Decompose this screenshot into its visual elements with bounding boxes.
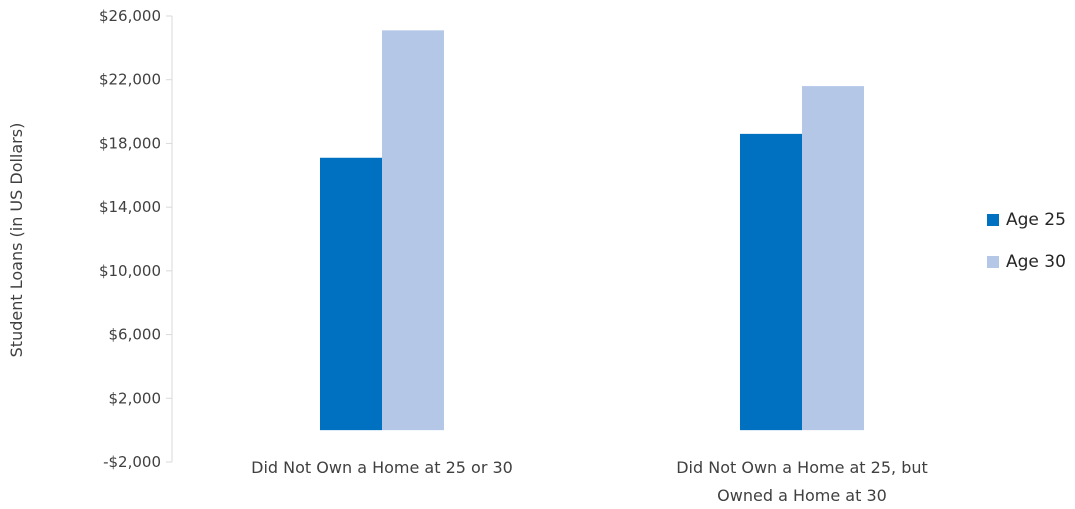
legend-label: Age 25 — [1006, 210, 1066, 230]
legend-swatch — [987, 256, 999, 268]
y-tick-label: $14,000 — [99, 198, 161, 216]
y-tick-label: $22,000 — [99, 71, 161, 89]
y-axis-label: Student Loans (in US Dollars) — [7, 123, 26, 358]
y-tick-label: $2,000 — [109, 389, 162, 407]
y-tick-label: $26,000 — [99, 7, 161, 25]
bar-age-30-cat-2 — [802, 86, 864, 431]
y-axis: -$2,000 $2,000 $6,000 $10,000 $14,000 $18,000… — [99, 7, 173, 471]
category-label: Owned a Home at 30 — [717, 486, 887, 505]
y-tick-label: $10,000 — [99, 262, 161, 280]
legend-label: Age 30 — [1006, 252, 1066, 272]
y-tick-label: $18,000 — [99, 134, 161, 152]
legend-swatch — [987, 214, 999, 226]
y-tick-label: -$2,000 — [103, 453, 161, 471]
legend: Age 25 Age 30 — [987, 210, 1066, 272]
bars — [320, 30, 864, 431]
category-label: Did Not Own a Home at 25, but — [676, 458, 928, 477]
y-tick-label: $6,000 — [109, 326, 162, 344]
category-label: Did Not Own a Home at 25 or 30 — [251, 458, 513, 477]
bar-age-30-cat-1 — [382, 30, 444, 431]
bar-age-25-cat-2 — [740, 133, 802, 431]
bar-age-25-cat-1 — [320, 157, 382, 431]
category-labels: Did Not Own a Home at 25 or 30 Did Not Ow… — [251, 458, 928, 505]
